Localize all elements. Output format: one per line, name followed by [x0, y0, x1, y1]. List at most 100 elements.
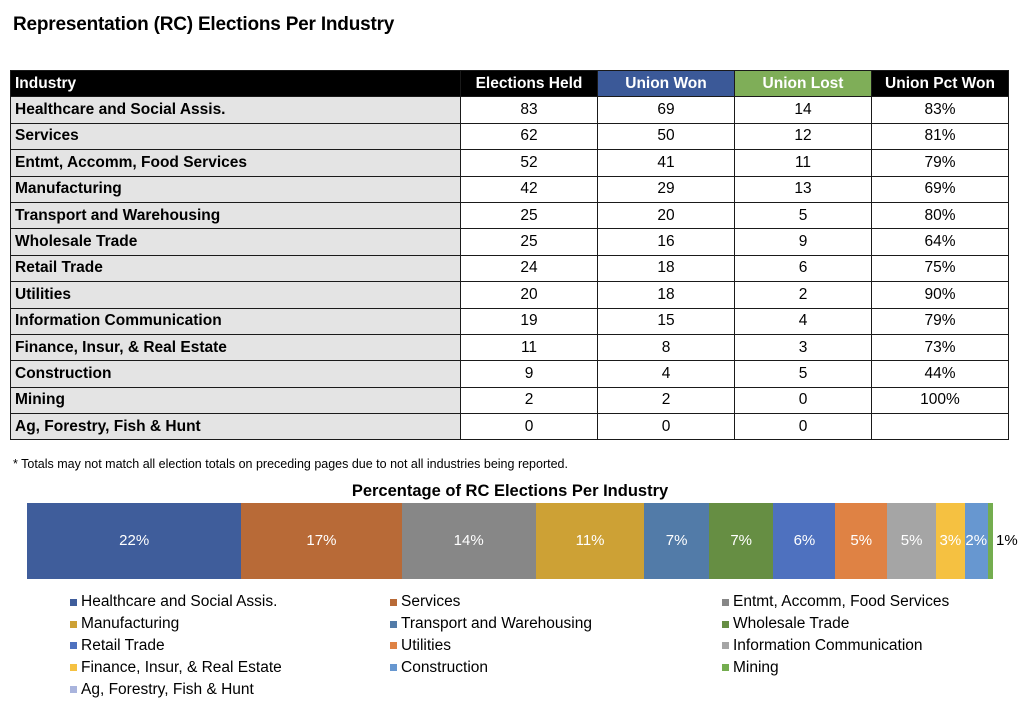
legend-label: Utilities [401, 636, 451, 654]
cell-union-pct-won: 100% [871, 386, 1009, 415]
cell-union-lost: 12 [734, 122, 872, 151]
legend-item: Healthcare and Social Assis. [70, 592, 390, 613]
bar-data-label: 1% [996, 532, 1018, 549]
cell-elections-held: 62 [460, 122, 598, 151]
legend-swatch-icon [390, 598, 397, 606]
table-row: Wholesale Trade 25 16 9 64% [10, 228, 1009, 256]
cell-union-won: 0 [597, 413, 735, 441]
header-elections-held: Elections Held [460, 69, 598, 98]
bar-segment [644, 503, 709, 579]
table-row: Retail Trade 24 18 6 75% [10, 254, 1009, 283]
bar-segment [887, 503, 937, 579]
legend-swatch-icon [70, 664, 77, 672]
cell-union-won: 18 [597, 281, 735, 309]
cell-industry: Services [10, 122, 461, 151]
cell-elections-held: 83 [460, 96, 598, 124]
bar-segment [241, 503, 402, 579]
table-row: Finance, Insur, & Real Estate 11 8 3 73% [10, 333, 1009, 362]
legend-item: Utilities [390, 636, 722, 657]
legend-label: Ag, Forestry, Fish & Hunt [81, 680, 254, 698]
cell-union-won: 18 [597, 254, 735, 283]
cell-elections-held: 25 [460, 201, 598, 230]
cell-industry: Manufacturing [10, 175, 461, 203]
stacked-bar: 22% 17% 14% 11% 7% 7% 6% 5% 5% 3% 2% 1% [27, 503, 1018, 579]
table-row: Ag, Forestry, Fish & Hunt 0 0 0 [10, 413, 1009, 441]
cell-elections-held: 20 [460, 281, 598, 309]
bar-data-label: 5% [900, 532, 923, 549]
bar-segment [936, 503, 965, 579]
cell-union-won: 16 [597, 228, 735, 256]
cell-union-won: 15 [597, 307, 735, 335]
cell-union-pct-won: 79% [871, 307, 1009, 335]
bar-segment [773, 503, 836, 579]
legend-label: Healthcare and Social Assis. [81, 593, 278, 611]
cell-union-pct-won: 79% [871, 149, 1009, 177]
legend-label: Entmt, Accomm, Food Services [733, 593, 950, 611]
legend-label: Manufacturing [81, 615, 180, 633]
legend-item: Ag, Forestry, Fish & Hunt [70, 679, 390, 700]
cell-industry: Transport and Warehousing [10, 201, 461, 230]
cell-union-pct-won: 64% [871, 228, 1009, 256]
chart-legend: Healthcare and Social Assis. Services Entm… [70, 592, 1010, 700]
table-row: Manufacturing 42 29 13 69% [10, 175, 1009, 203]
legend-item: Finance, Insur, & Real Estate [70, 657, 390, 678]
bar-segment [401, 503, 536, 579]
cell-union-pct-won [871, 413, 1009, 441]
cell-elections-held: 24 [460, 254, 598, 283]
legend-item: Wholesale Trade [722, 614, 1010, 635]
table-row: Utilities 20 18 2 90% [10, 281, 1009, 309]
table-header-row: Industry Elections Held Union Won Union … [10, 69, 1009, 98]
cell-union-won: 50 [597, 122, 735, 151]
table-row: Entmt, Accomm, Food Services 52 41 11 79% [10, 149, 1009, 177]
cell-industry: Retail Trade [10, 254, 461, 283]
header-union-won: Union Won [597, 69, 735, 98]
cell-industry: Mining [10, 386, 461, 415]
table-row: Healthcare and Social Assis. 83 69 14 83% [10, 96, 1009, 124]
cell-industry: Utilities [10, 281, 461, 309]
legend-swatch-icon [722, 664, 729, 672]
legend-swatch-icon [722, 620, 729, 628]
legend-swatch-icon [722, 598, 729, 606]
cell-union-lost: 13 [734, 175, 872, 203]
legend-swatch-icon [390, 664, 397, 672]
cell-union-pct-won: 69% [871, 175, 1009, 203]
cell-elections-held: 2 [460, 386, 598, 415]
legend-item: Manufacturing [70, 614, 390, 635]
cell-elections-held: 52 [460, 149, 598, 177]
table-row: Mining 2 2 0 100% [10, 386, 1009, 415]
cell-union-won: 41 [597, 149, 735, 177]
cell-union-lost: 9 [734, 228, 872, 256]
cell-elections-held: 25 [460, 228, 598, 256]
header-union-pct-won: Union Pct Won [871, 69, 1009, 98]
legend-label: Finance, Insur, & Real Estate [81, 658, 282, 676]
bar-segment [987, 503, 993, 579]
cell-union-lost: 2 [734, 281, 872, 309]
cell-union-won: 4 [597, 360, 735, 388]
table-row: Construction 9 4 5 44% [10, 360, 1009, 388]
table-row: Services 62 50 12 81% [10, 122, 1009, 151]
legend-swatch-icon [722, 642, 729, 650]
legend-item: Transport and Warehousing [390, 614, 722, 635]
legend-item: Mining [722, 657, 1010, 678]
cell-union-lost: 5 [734, 360, 872, 388]
cell-industry: Ag, Forestry, Fish & Hunt [10, 413, 461, 441]
cell-elections-held: 0 [460, 413, 598, 441]
header-industry: Industry [10, 69, 461, 98]
cell-elections-held: 11 [460, 333, 598, 362]
legend-swatch-icon [390, 642, 397, 650]
legend-swatch-icon [70, 686, 77, 694]
legend-label: Transport and Warehousing [401, 615, 592, 633]
cell-union-pct-won: 90% [871, 281, 1009, 309]
bar-segment [835, 503, 888, 579]
cell-union-lost: 4 [734, 307, 872, 335]
cell-industry: Finance, Insur, & Real Estate [10, 333, 461, 362]
footnote: * Totals may not match all election tota… [13, 457, 568, 471]
table-row: Transport and Warehousing 25 20 5 80% [10, 201, 1009, 230]
cell-union-won: 29 [597, 175, 735, 203]
cell-union-lost: 0 [734, 386, 872, 415]
cell-union-pct-won: 44% [871, 360, 1009, 388]
legend-item: Retail Trade [70, 636, 390, 657]
cell-union-won: 2 [597, 386, 735, 415]
legend-item: Entmt, Accomm, Food Services [722, 592, 1010, 613]
bar-segment [964, 503, 988, 579]
